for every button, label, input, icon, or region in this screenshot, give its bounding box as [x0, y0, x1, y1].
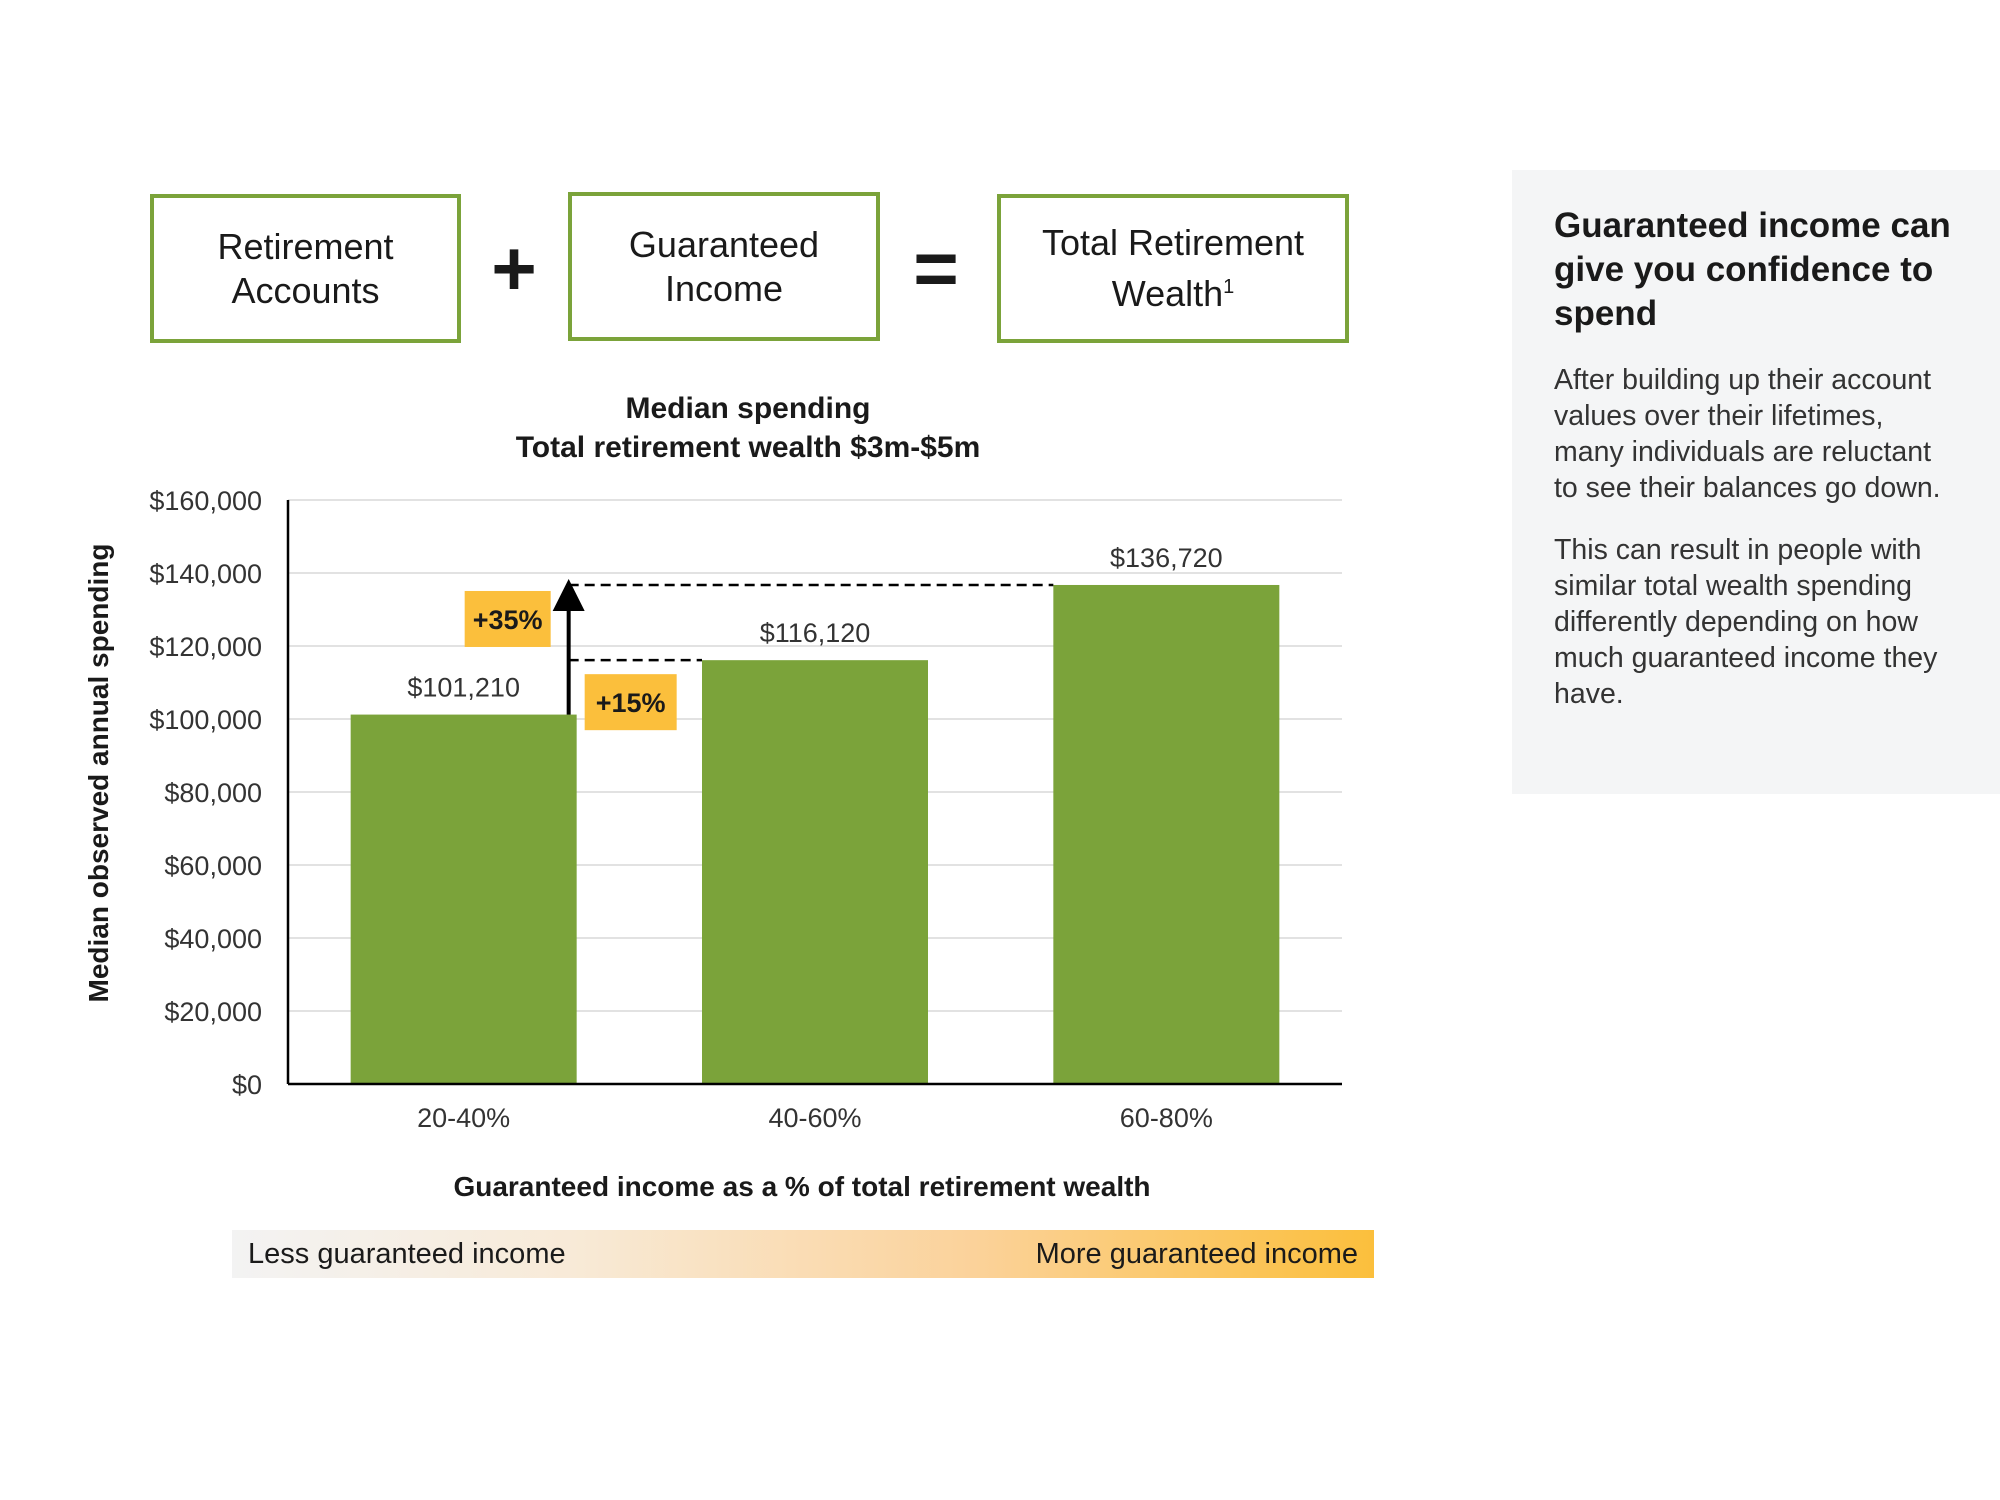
chart-subtitle: Total retirement wealth $3m-$5m	[516, 431, 981, 464]
bar	[1053, 584, 1280, 1084]
y-tick-label: $60,000	[164, 851, 262, 881]
scale-more-label: More guaranteed income	[1035, 1238, 1358, 1270]
bar	[702, 660, 928, 1084]
equals-sign: =	[913, 224, 959, 312]
y-tick-label: $100,000	[149, 705, 262, 735]
footnote-marker: 1	[1223, 276, 1235, 298]
retirement-accounts-box: Retirement Accounts	[150, 194, 461, 343]
y-axis-title: Median observed annual spending	[83, 544, 114, 1003]
annotation-box-15	[584, 674, 677, 731]
annotation-label-35: +35%	[473, 605, 543, 635]
bar-value-label: $136,720	[1110, 543, 1223, 573]
y-tick-label: $40,000	[164, 924, 262, 954]
side-panel-paragraph-2: This can result in people with similar t…	[1554, 534, 1938, 710]
guaranteed-income-label: Guaranteed Income	[628, 223, 820, 309]
increase-annotations: +35% +15%	[464, 578, 1054, 731]
side-panel-title: Guaranteed income can give you confidenc…	[1554, 206, 1951, 333]
x-tick-label: 20-40%	[417, 1103, 510, 1133]
x-tick-label: 40-60%	[768, 1103, 861, 1133]
bar-value-labels: $101,210 $116,120 $136,720	[407, 543, 1222, 703]
x-axis-ticks: 20-40% 40-60% 60-80%	[417, 1103, 1213, 1133]
guaranteed-income-box: Guaranteed Income	[568, 192, 880, 341]
x-axis-title: Guaranteed income as a % of total retire…	[453, 1171, 1150, 1202]
y-tick-label: $120,000	[149, 632, 262, 662]
guaranteed-income-scale: Less guaranteed income More guaranteed i…	[232, 1230, 1374, 1278]
annotation-label-15: +15%	[596, 688, 666, 718]
median-spending-bar-chart: Median spending Total retirement wealth …	[83, 392, 1342, 1202]
y-tick-label: $160,000	[149, 486, 262, 516]
side-panel: Guaranteed income can give you confidenc…	[1512, 170, 2000, 794]
scale-less-label: Less guaranteed income	[248, 1238, 566, 1270]
bar-value-label: $116,120	[760, 618, 871, 648]
plus-sign: +	[491, 224, 537, 312]
total-retirement-wealth-text: Total Retirement Wealth1	[1028, 221, 1318, 316]
annotation-box-35	[464, 590, 551, 647]
bar-value-label: $101,210	[407, 673, 520, 703]
x-tick-label: 60-80%	[1120, 1103, 1213, 1133]
chart-title: Median spending	[625, 392, 870, 425]
total-retirement-wealth-box: Total Retirement Wealth1	[997, 194, 1349, 343]
retirement-accounts-label: Retirement Accounts	[217, 225, 394, 311]
y-axis-ticks: $0 $20,000 $40,000 $60,000 $80,000 $100,000 $1…	[149, 486, 262, 1100]
y-tick-label: $140,000	[149, 559, 262, 589]
y-tick-label: $80,000	[164, 778, 262, 808]
y-tick-label: $20,000	[164, 997, 262, 1027]
total-retirement-wealth-label: Total Retirement Wealth	[1041, 222, 1305, 314]
side-panel-paragraph-1: After building up their account values o…	[1554, 364, 1941, 504]
bar	[350, 714, 577, 1084]
bars	[350, 584, 1280, 1084]
y-tick-label: $0	[232, 1070, 262, 1100]
